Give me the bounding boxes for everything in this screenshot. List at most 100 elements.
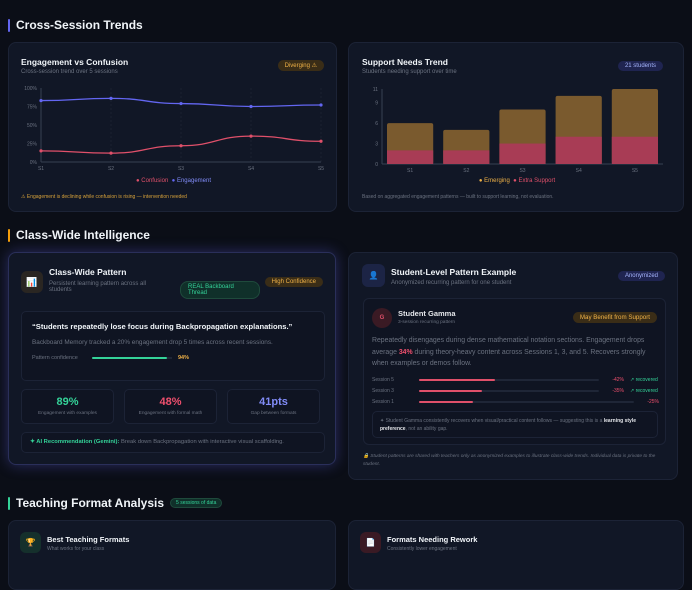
bar-chart-icon: 📊 — [21, 271, 43, 293]
student-insight: ✦ Student Gamma consistently recovers wh… — [372, 411, 658, 438]
students-badge: 21 students — [617, 61, 663, 71]
stat-examples: 89% Engagement with examples — [21, 389, 114, 424]
data-point — [249, 134, 253, 138]
bar-extra-support — [555, 136, 602, 164]
warning-note: ⚠ Engagement is declining while confusio… — [21, 194, 187, 200]
card-subtitle: Anonymized recurring pattern for one stu… — [391, 280, 512, 286]
stat-gap: 41pts Gap between formats — [227, 389, 320, 424]
bar-chart: 0 3 6 9 11 S1 S2 S3 S4 S5 — [373, 87, 663, 174]
session-label: Session 5 — [372, 377, 394, 383]
confidence-badge: High Confidence — [264, 277, 323, 287]
user-icon: 👤 — [362, 264, 385, 287]
x-tick-label: S4 — [576, 168, 582, 174]
session-row: Session 1 -25% — [372, 399, 662, 407]
document-icon: 📄 — [360, 532, 381, 553]
stat-formal-math: 48% Engagement with formal math — [124, 389, 217, 424]
data-point — [179, 144, 183, 148]
bar-legend: ● Emerging ● Extra Support — [478, 178, 556, 184]
engagement-confusion-card: Engagement vs Confusion Cross-session tr… — [8, 42, 337, 212]
bar-extra-support — [499, 143, 546, 164]
y-tick-label: 25% — [27, 142, 38, 148]
y-tick-label: 0% — [30, 160, 38, 166]
section-class-wide-intelligence: Class-Wide Intelligence — [8, 228, 150, 242]
card-title: Class-Wide Pattern — [49, 267, 127, 277]
session-row: Session 3 -35% ↗ recovered — [372, 388, 662, 396]
support-badge: May Benefit from Support — [572, 312, 657, 323]
pattern-quote: “Students repeatedly lose focus during B… — [32, 322, 293, 331]
student-avatar: G — [372, 308, 392, 328]
x-tick-label: S5 — [632, 168, 638, 174]
card-title: Engagement vs Confusion — [21, 57, 129, 67]
sessions-badge: 5 sessions of data — [170, 498, 223, 508]
card-title: Best Teaching Formats — [47, 535, 130, 544]
session-label: Session 3 — [372, 388, 394, 394]
data-point — [319, 139, 323, 143]
x-tick-label: S2 — [463, 168, 469, 174]
bar-extra-support — [611, 136, 658, 164]
student-detail-box: G Student Gamma 3-session recurring patt… — [363, 298, 666, 445]
y-tick-label: 9 — [375, 101, 378, 107]
session-row: Session 5 -42% ↗ recovered — [372, 377, 662, 385]
student-subtitle: 3-session recurring pattern — [398, 320, 456, 325]
section-teaching-format: Teaching Format Analysis 5 sessions of da… — [8, 496, 223, 510]
line-chart: 0% 25% 50% 75% 100% S1 S2 S3 S4 S5 — [24, 86, 324, 172]
legend-extra-support: Extra Support — [518, 178, 556, 184]
y-tick-label: 0 — [375, 162, 378, 168]
session-drop-bar — [419, 401, 634, 403]
data-point — [39, 98, 43, 103]
anonymized-badge: Anonymized — [617, 271, 665, 281]
y-tick-label: 11 — [373, 87, 378, 93]
section-cross-session-trends: Cross-Session Trends — [8, 18, 143, 32]
support-note: Based on aggregated engagement patterns … — [362, 194, 554, 200]
legend-emerging: Emerging — [484, 178, 510, 184]
session-drop-bar — [419, 390, 599, 392]
session-drop-bar — [419, 379, 599, 381]
card-subtitle: What works for your class — [47, 546, 105, 552]
data-point — [109, 151, 113, 155]
section-title: Teaching Format Analysis — [16, 496, 165, 510]
x-tick-label: S3 — [519, 168, 525, 174]
legend-confusion: Confusion — [141, 178, 169, 184]
x-tick-label: S3 — [178, 166, 184, 172]
section-accent — [8, 18, 10, 32]
diverging-badge: Diverging ⚠ — [277, 60, 324, 71]
trophy-icon: 🏆 — [20, 532, 41, 553]
session-label: Session 1 — [372, 399, 394, 405]
legend-engagement: Engagement — [176, 178, 211, 184]
card-title: Formats Needing Rework — [387, 535, 478, 544]
confidence-label: Pattern confidence — [32, 355, 78, 361]
class-wide-pattern-card: 📊 Class-Wide Pattern Persistent learning… — [8, 252, 336, 465]
student-pattern-card: 👤 Student-Level Pattern Example Anonymiz… — [348, 252, 678, 480]
card-subtitle: Students needing support over time — [362, 69, 457, 75]
pattern-quote-box: “Students repeatedly lose focus during B… — [21, 311, 325, 381]
y-tick-label: 6 — [375, 121, 378, 127]
support-needs-card: Support Needs Trend Students needing sup… — [348, 42, 684, 212]
card-subtitle: Persistent learning pattern across all s… — [49, 281, 147, 293]
confidence-value: 94% — [178, 355, 190, 361]
card-subtitle: Consistently lower engagement — [387, 546, 457, 552]
student-name: Student Gamma — [398, 309, 456, 318]
backboard-thread-badge[interactable]: REAL Backboard Thread — [180, 281, 260, 299]
privacy-note: 🔒 Student patterns are shared with teach… — [363, 454, 656, 467]
session-drop-value: -42% — [612, 377, 624, 383]
data-point — [179, 101, 183, 106]
data-point — [319, 103, 323, 107]
session-drop-value: -35% — [612, 388, 624, 394]
x-tick-label: S4 — [248, 166, 254, 172]
best-formats-card: 🏆 Best Teaching Formats What works for y… — [8, 520, 336, 590]
data-point — [249, 104, 253, 109]
card-subtitle: Cross-session trend over 5 sessions — [21, 69, 118, 75]
session-status: ↗ recovered — [630, 388, 658, 394]
x-tick-label: S1 — [38, 166, 44, 172]
rework-formats-card: 📄 Formats Needing Rework Consistently lo… — [348, 520, 684, 590]
section-title: Class-Wide Intelligence — [16, 228, 150, 242]
bar-extra-support — [387, 150, 434, 164]
y-tick-label: 50% — [27, 123, 38, 129]
line-legend: ● Confusion ● Engagement — [136, 178, 211, 184]
x-tick-label: S1 — [407, 168, 413, 174]
data-point — [39, 149, 43, 153]
y-tick-label: 75% — [27, 105, 38, 111]
ai-recommendation: ✦ AI Recommendation (Gemini): Break down… — [21, 432, 325, 453]
data-point — [109, 96, 113, 100]
x-tick-label: S2 — [108, 166, 114, 172]
